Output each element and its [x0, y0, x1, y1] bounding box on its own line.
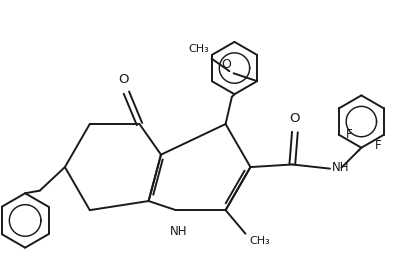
Text: F: F — [346, 128, 352, 141]
Text: CH₃: CH₃ — [249, 236, 270, 246]
Text: O: O — [118, 73, 129, 86]
Text: O: O — [290, 112, 300, 125]
Text: CH₃: CH₃ — [188, 44, 209, 55]
Text: F: F — [375, 139, 381, 152]
Text: NH: NH — [170, 225, 187, 238]
Text: NH: NH — [331, 161, 349, 174]
Text: O: O — [222, 58, 231, 71]
